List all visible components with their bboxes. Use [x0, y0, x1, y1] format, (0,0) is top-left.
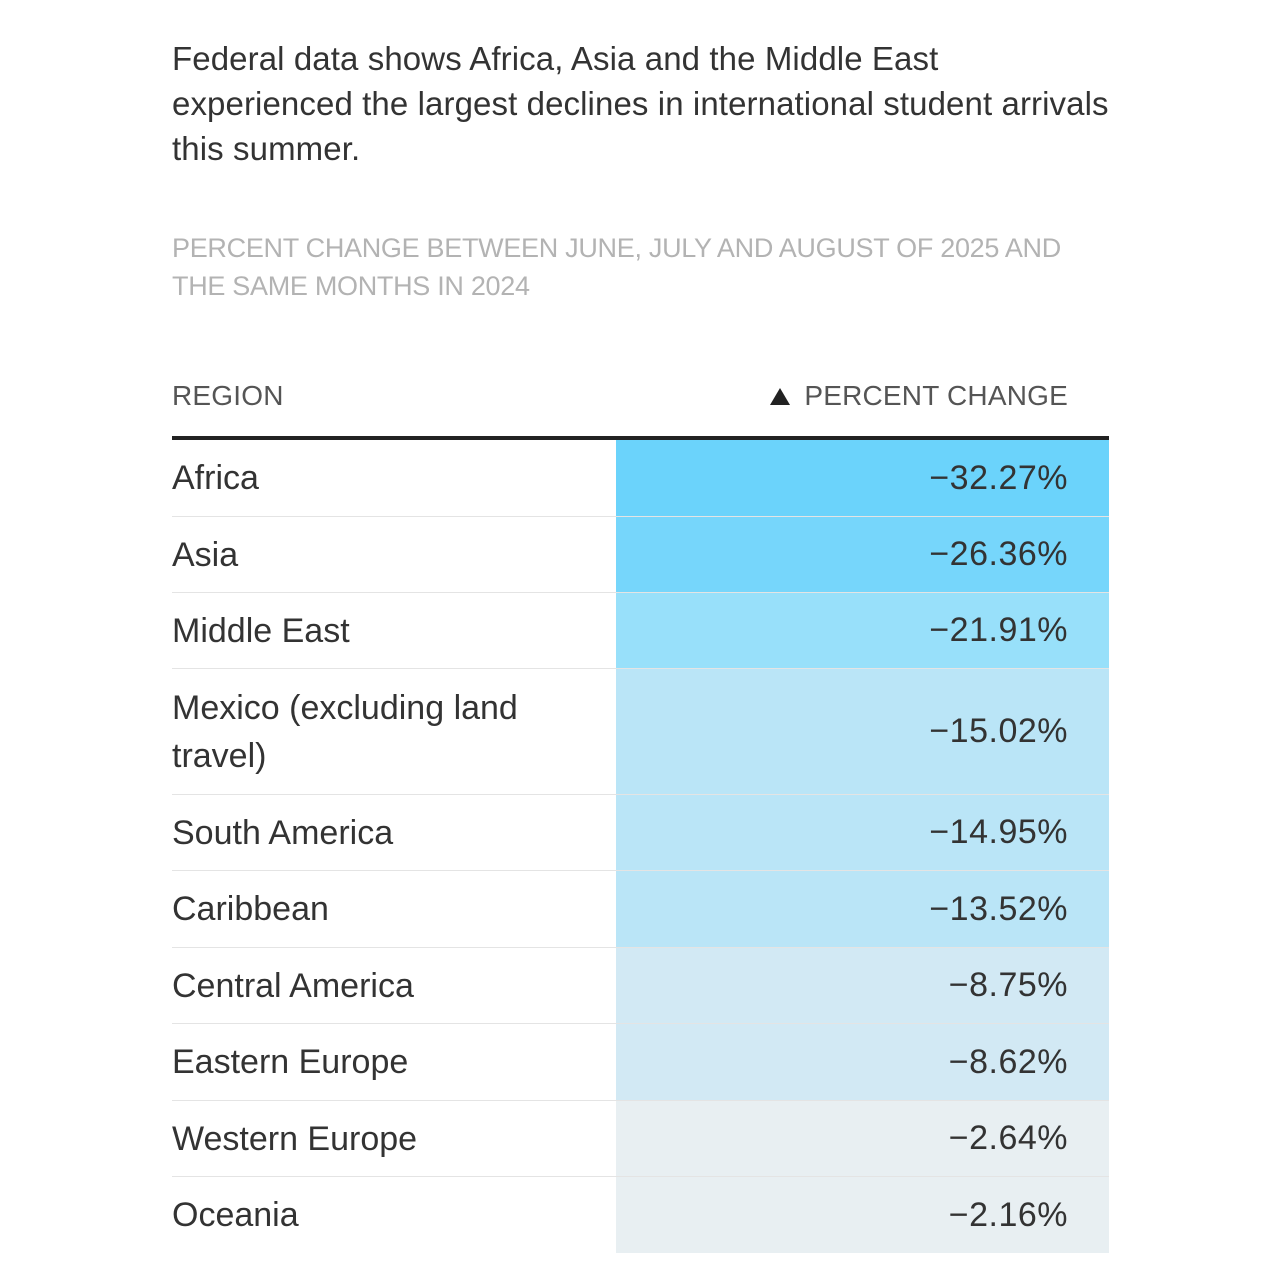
table-header: REGION PERCENT CHANGE: [172, 366, 1109, 440]
percent-change-cell: −2.64%: [616, 1101, 1109, 1176]
sort-ascending-icon: [770, 387, 791, 405]
percent-change-cell: −2.16%: [616, 1177, 1109, 1253]
percent-change-cell: −15.02%: [616, 669, 1109, 794]
percent-change-cell: −32.27%: [616, 440, 1109, 516]
table-row: Oceania −2.16%: [172, 1177, 1109, 1253]
region-cell: Mexico (excluding land travel): [172, 688, 518, 775]
table-body: Africa −32.27% Asia −26.36% Middle East −21.9…: [172, 440, 1109, 1253]
percent-change-cell: −8.62%: [616, 1024, 1109, 1100]
percent-change-cell: −14.95%: [616, 795, 1109, 870]
table-row: Asia −26.36%: [172, 517, 1109, 593]
table-row: Central America −8.75%: [172, 948, 1109, 1024]
table-row: Mexico (excluding land travel) −15.02%: [172, 669, 1109, 795]
percent-change-cell: −8.75%: [616, 948, 1109, 1023]
region-cell: Middle East: [172, 611, 350, 650]
column-header-percent-change[interactable]: PERCENT CHANGE: [770, 366, 1068, 426]
column-header-percent-change-label: PERCENT CHANGE: [804, 380, 1068, 411]
region-cell: Asia: [172, 535, 239, 574]
region-cell: South America: [172, 813, 394, 852]
table-row: Western Europe −2.64%: [172, 1101, 1109, 1177]
region-cell: Caribbean: [172, 890, 329, 928]
chart-subhead: PERCENT CHANGE BETWEEN JUNE, JULY AND AU…: [172, 233, 1061, 301]
data-table: REGION PERCENT CHANGE Africa −32.27% Asia −…: [172, 366, 1109, 1253]
table-row: Africa −32.27%: [172, 440, 1109, 517]
table-row: Eastern Europe −8.62%: [172, 1024, 1109, 1101]
region-cell: Western Europe: [172, 1119, 418, 1158]
table-row: Middle East −21.91%: [172, 593, 1109, 669]
table-row: Caribbean −13.52%: [172, 871, 1109, 948]
region-cell: Africa: [172, 459, 259, 497]
percent-change-cell: −13.52%: [616, 871, 1109, 947]
percent-change-cell: −26.36%: [616, 517, 1109, 592]
chart-headline: Federal data shows Africa, Asia and the …: [172, 40, 1109, 167]
region-cell: Eastern Europe: [172, 1043, 409, 1081]
percent-change-cell: −21.91%: [616, 593, 1109, 668]
table-row: South America −14.95%: [172, 795, 1109, 871]
chart-container: Federal data shows Africa, Asia and the …: [172, 36, 1109, 1253]
column-header-region[interactable]: REGION: [172, 366, 284, 426]
region-cell: Oceania: [172, 1196, 299, 1234]
region-cell: Central America: [172, 966, 414, 1005]
column-header-region-label: REGION: [172, 380, 284, 411]
